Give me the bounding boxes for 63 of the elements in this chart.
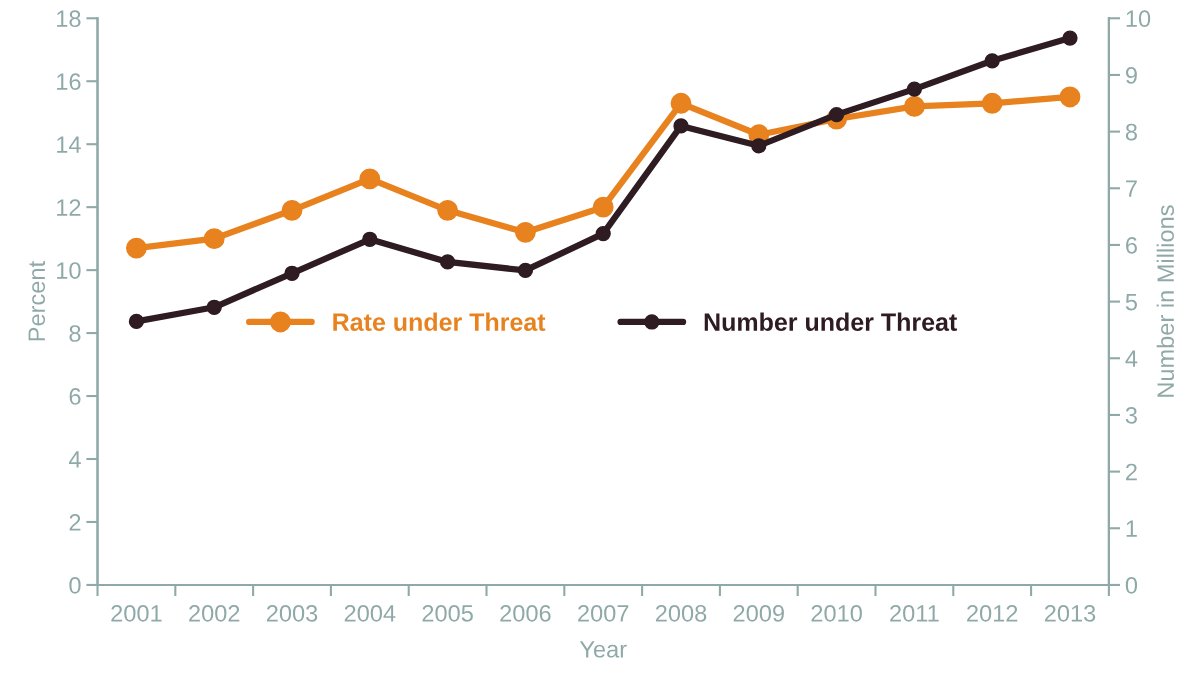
y-tick-label: 16 (57, 73, 81, 91)
x-tick-label: 2003 (266, 605, 318, 622)
x-tick-label: 2004 (344, 605, 396, 622)
point (359, 168, 381, 190)
point (903, 96, 925, 117)
y-tick-label: 4 (68, 451, 81, 468)
x-tick-label: 2009 (733, 605, 784, 622)
point (670, 92, 692, 114)
x-tick-label: 2007 (578, 605, 629, 622)
point (592, 196, 614, 218)
y2-tick-label: 4 (1125, 350, 1138, 367)
point (984, 53, 1000, 69)
y-tick-label: 10 (57, 262, 81, 279)
point (906, 81, 923, 97)
x-tick-label: 2011 (890, 605, 939, 622)
y-tick-label: 8 (69, 325, 81, 342)
x-tick-label: 2013 (1044, 605, 1096, 622)
y2-tick-label: 10 (1126, 10, 1151, 28)
y-tick-label: 2 (69, 514, 81, 531)
point (828, 106, 845, 123)
point (203, 228, 225, 250)
y-axis-title: Percent (28, 261, 46, 341)
y2-tick-label: 1 (1126, 520, 1137, 537)
x-tick-label: 2010 (811, 605, 862, 622)
x-tick-label: 2005 (422, 605, 473, 622)
point (981, 92, 1003, 114)
y2-tick-label: 6 (1126, 237, 1137, 254)
point (1059, 86, 1081, 108)
point (128, 313, 145, 330)
y-tick-label: 12 (57, 199, 81, 216)
y-tick-label: 14 (57, 136, 81, 153)
x-tick-label: 2006 (500, 605, 551, 622)
point (1062, 30, 1078, 46)
point (362, 231, 378, 247)
point (673, 118, 689, 134)
point (595, 225, 611, 242)
y-tick-label: 18 (57, 10, 81, 28)
x-tick-label: 2008 (655, 605, 707, 622)
y2-tick-label: 5 (1125, 293, 1137, 311)
legend-label: Rate under Threat (333, 312, 546, 331)
x-axis-title: Year (579, 641, 627, 658)
x-tick-label: 2001 (111, 605, 162, 622)
point (284, 265, 300, 281)
x-tick-label: 2012 (967, 605, 1018, 622)
y2-tick-label: 7 (1126, 180, 1137, 197)
point (437, 199, 459, 221)
point (514, 221, 536, 243)
y2-tick-label: 9 (1125, 67, 1137, 84)
point (281, 199, 303, 221)
point (206, 299, 222, 315)
point (126, 237, 147, 259)
y-tick-label: 6 (69, 388, 81, 405)
y2-tick-label: 3 (1125, 407, 1137, 424)
y-tick-label: 0 (69, 577, 81, 594)
point (751, 138, 767, 154)
y2-tick-label: 8 (1125, 123, 1137, 141)
y2-tick-label: 0 (1125, 577, 1138, 594)
y2-tick-label: 2 (1126, 463, 1137, 481)
legend-label: Number under Threat (704, 312, 957, 331)
point (439, 254, 456, 270)
x-tick-label: 2002 (189, 605, 240, 622)
y2-axis-title: Number in Millions (1156, 205, 1175, 397)
point (517, 262, 534, 279)
